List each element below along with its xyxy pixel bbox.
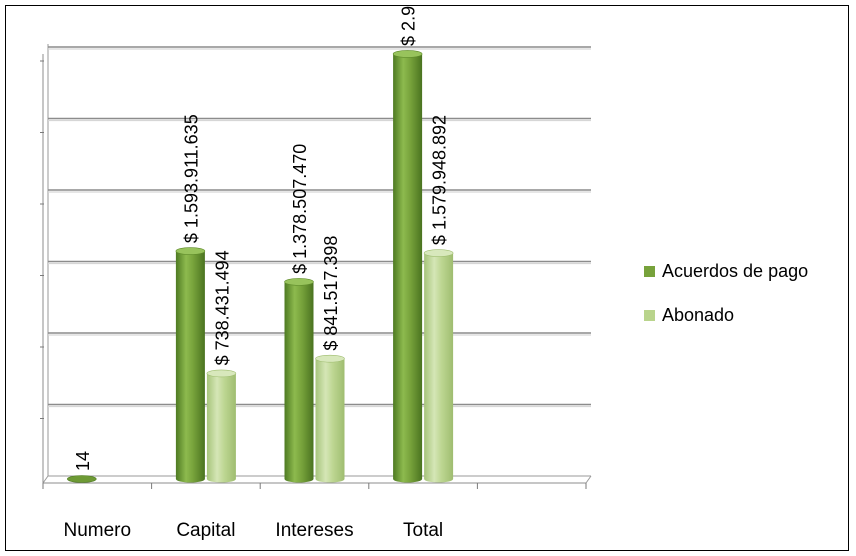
chart-frame: 14 $ 1.593.911.635 $ 1.378.507.470 $ 2.972.… xyxy=(5,5,849,551)
value-label-capital-acuerdos: $ 1.593.911.635 xyxy=(181,114,201,243)
value-label-total-acuerdos: $ 2.972.419.105 xyxy=(399,6,419,46)
bar-chart: 14 $ 1.593.911.635 $ 1.378.507.470 $ 2.972.… xyxy=(40,6,592,541)
value-label-intereses-acuerdos: $ 1.378.507.470 xyxy=(290,144,310,274)
bar-capital-acuerdos xyxy=(175,247,206,483)
value-label-intereses-abonado: $ 841.517.398 xyxy=(321,236,341,351)
value-label-capital-abonado: $ 738.431.494 xyxy=(212,250,232,365)
bar-total-abonado xyxy=(423,249,454,483)
bar-numero-acuerdos xyxy=(67,475,97,483)
bar-capital-abonado xyxy=(206,369,237,483)
category-label-total: Total xyxy=(403,520,443,541)
legend: Acuerdos de pago Abonado xyxy=(644,261,808,349)
bar-total-acuerdos xyxy=(392,50,423,483)
bar-intereses-acuerdos xyxy=(284,278,314,483)
axes xyxy=(40,54,587,489)
legend-label-abonado: Abonado xyxy=(662,304,735,325)
legend-label-acuerdos: Acuerdos de pago xyxy=(662,260,809,281)
value-labels: 14 $ 1.593.911.635 $ 1.378.507.470 $ 2.972.… xyxy=(73,6,450,471)
category-label-numero: Numero xyxy=(64,520,132,541)
value-label-total-abonado: $ 1.579.948.892 xyxy=(430,115,450,245)
category-label-intereses: Intereses xyxy=(275,520,353,541)
value-label-numero-acuerdos: 14 xyxy=(73,451,93,471)
category-label-capital: Capital xyxy=(176,520,235,541)
category-labels: Numero Capital Intereses Total xyxy=(64,520,444,541)
bar-intereses-abonado xyxy=(315,354,345,483)
legend-item-acuerdos: Acuerdos de pago xyxy=(644,261,808,281)
legend-item-abonado: Abonado xyxy=(644,305,808,325)
legend-swatch-abonado xyxy=(644,309,655,321)
bars xyxy=(67,50,454,483)
legend-swatch-acuerdos xyxy=(644,265,655,277)
